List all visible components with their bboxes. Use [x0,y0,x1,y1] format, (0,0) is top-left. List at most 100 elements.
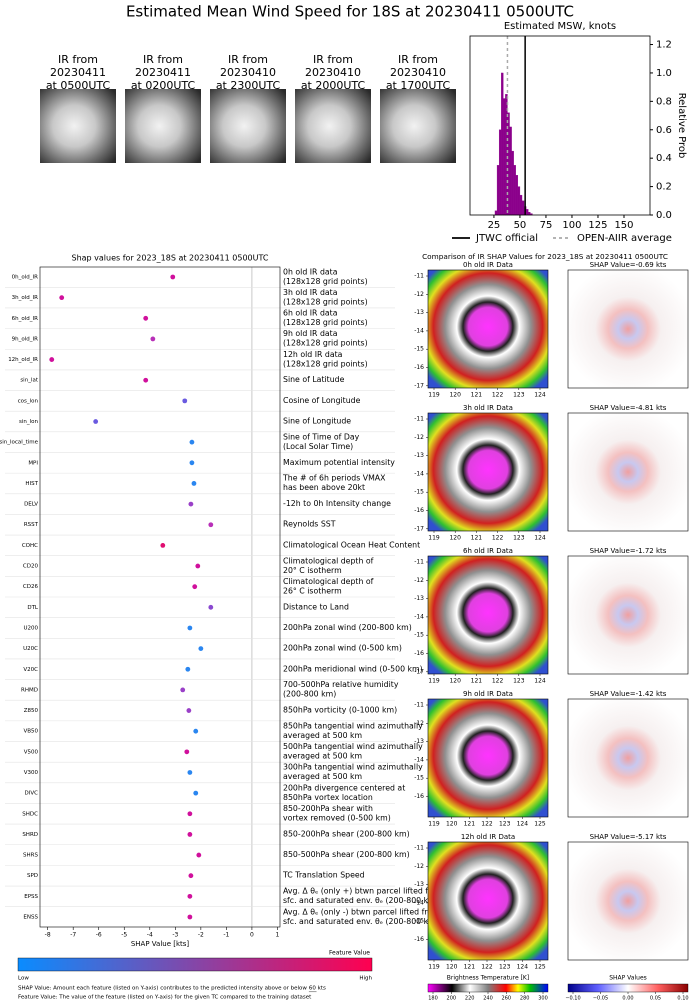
feature-description: Maximum potential intensity [283,458,395,467]
y-tick-label: 0.0 [656,210,672,221]
feature-description: (128x128 grid points) [283,318,368,327]
shap-dot [59,295,65,301]
feature-description: (128x128 grid points) [283,277,368,286]
shap-dot [180,687,186,693]
feature-description: 850-500hPa shear (200-800 km) [283,850,410,859]
plot-frame [469,35,651,216]
x-axis-label: SHAP Value [kts] [131,940,190,948]
x-tick-label: 122 [481,821,493,828]
hist-bar [515,175,519,216]
y-tick-label: -16 [414,507,424,514]
x-tick-label: 100 [562,220,581,231]
y-tick-label: -12 [414,434,424,441]
feature-code: DTL [27,605,39,611]
x-tick-label: 123 [513,392,525,399]
feature-description: Distance to Land [283,602,349,611]
plot-frame [39,266,281,928]
x-tick-label: 122 [492,392,504,399]
y-tick-label: -15 [414,489,424,496]
feature-description: 26° C isotherm [283,586,342,595]
x-tick-label: 119 [428,964,440,971]
x-tick-label: 124 [534,535,546,542]
feature-code: sin_local_time [0,440,39,446]
x-tick-label: 121 [471,535,483,542]
x-tick-label: 125 [534,821,546,828]
feature-description: sfc. and saturated env. θₑ (200-800 km) [283,917,439,926]
y-tick-label: -15 [414,632,424,639]
feature-description: Climatological depth of [283,556,374,565]
x-tick-label: -1 [223,932,229,939]
y-tick-label: -16 [414,936,424,943]
feature-description: 12h old IR data [283,350,343,359]
shap-dot [198,646,204,652]
shap-dot [196,852,202,858]
feature-code: cos_lon [18,398,39,404]
ir-panel-label: 20230410 [220,66,276,79]
feature-code: sin_lon [19,419,39,425]
feature-code: 6h_old_IR [12,316,38,322]
shap-dot [185,666,191,672]
feature-description: Cosine of Longitude [283,396,361,405]
shap-dot [193,790,199,796]
shap-dot [187,914,193,920]
footnote: SHAP Value: Amount each feature (listed … [18,986,307,992]
feature-description: 9h old IR data [283,329,338,338]
y-tick-label: -17 [414,382,424,389]
feature-code: SHRD [22,832,38,838]
colorbar-tick-label: −0.05 [593,996,608,1002]
ir-title: 12h old IR Data [461,833,515,841]
comparison-title: Comparison of IR SHAP Values for 2023_18… [422,252,668,261]
y-tick-label: -13 [414,738,424,745]
shap-dot [188,501,194,507]
shap-map [567,412,689,532]
footnote: Feature Value: The value of the feature … [18,995,312,1001]
shap-map [567,269,689,389]
x-tick-label: -5 [121,932,127,939]
feature-description: 200hPa divergence centered at [283,783,405,792]
ir-panel-label: at 0200UTC [131,79,196,92]
ir-title: 0h old IR Data [463,261,513,269]
feature-code: 9h_old_IR [12,336,38,342]
x-tick-label: 150 [614,220,633,231]
shap-dot [188,873,194,879]
x-tick-label: 124 [534,392,546,399]
ir-panel-label: 20230411 [50,66,106,79]
shap-dot [193,728,199,734]
feature-description: 300hPa tangential wind azimuthally [283,763,423,772]
hist-bar [519,194,523,216]
feature-description: (200-800 km) [283,690,336,699]
figure-title: Estimated Mean Wind Speed for 18S at 202… [126,3,574,21]
shap-dot [160,542,166,548]
hist-bar [517,186,521,216]
y-tick-label: -14 [414,327,424,334]
shap-dot [192,584,198,590]
colorbar-tick-label: −0.10 [565,996,580,1002]
hist-bar [496,165,500,216]
ir-image [125,89,201,163]
x-tick-label: 120 [449,392,461,399]
feature-description: 3h old IR data [283,288,338,297]
feature-description: Reynolds SST [283,520,336,529]
colorbar-high: High [359,976,372,982]
ir-title: 3h old IR Data [463,404,513,412]
y-tick-label: -12 [414,291,424,298]
ir-panel-label: at 2300UTC [216,79,281,92]
y-tick-label: -15 [414,346,424,353]
colorbar-tick-label: 200 [447,996,457,1002]
feature-description: has been above 20kt [283,483,365,492]
ir-image [210,89,286,163]
feature-description: 200hPa zonal wind (200-800 km) [283,623,412,632]
x-tick-label: 123 [513,678,525,685]
y-tick-label: -12 [414,863,424,870]
x-tick-label: 123 [513,535,525,542]
shap-dot [182,398,188,404]
x-tick-label: 120 [446,821,458,828]
feature-description: 200hPa meridional wind (0-500 km) [283,664,423,673]
y-tick-label: -13 [414,595,424,602]
hist-bar [509,126,512,216]
shap-dot [191,481,197,486]
footnote-threshold: 60 kts [309,986,326,992]
feature-code: DELV [24,502,38,508]
x-tick-label: 121 [471,392,483,399]
